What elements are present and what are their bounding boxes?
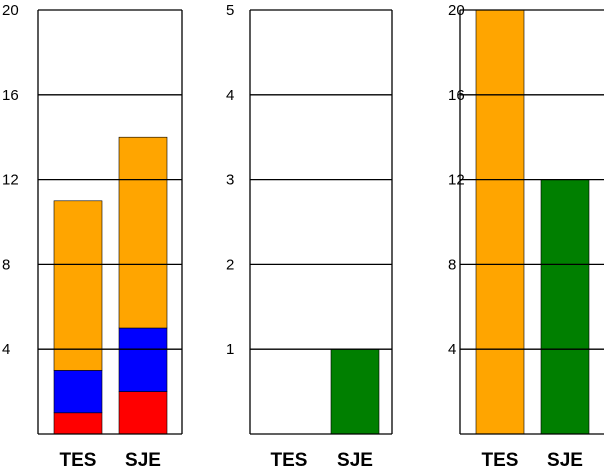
ytick-label-2-chart2: 2 (226, 256, 234, 273)
ytick-label-1-chart2: 1 (226, 341, 234, 358)
category-label-tes-chart2: TES (271, 450, 308, 470)
category-label-sje-chart2: SJE (337, 450, 373, 470)
bar-tes-chart3 (475, 9, 525, 435)
ytick-label-12-chart3: 12 (448, 172, 465, 189)
ytick-label-20-chart3: 20 (448, 2, 465, 19)
ytick-label-5-chart2: 5 (226, 2, 234, 19)
bar-tes-seg2-chart1 (53, 200, 103, 371)
bar-sje-seg2-chart1 (118, 136, 168, 329)
ytick-label-12-chart1: 12 (2, 172, 19, 189)
ytick-label-16-chart3: 16 (448, 87, 465, 104)
bar-tes-seg1-chart1 (53, 370, 103, 414)
category-label-tes-chart3: TES (482, 450, 519, 470)
ytick-label-8-chart1: 8 (2, 256, 10, 273)
category-label-sje-chart3: SJE (547, 450, 583, 470)
category-label-sje-chart1: SJE (125, 450, 161, 470)
ytick-label-20-chart1: 20 (2, 2, 19, 19)
ytick-label-4-chart3: 4 (448, 341, 456, 358)
ytick-label-16-chart1: 16 (2, 87, 19, 104)
bar-sje-seg1-chart1 (118, 327, 168, 392)
bar-sje-chart3 (540, 179, 590, 435)
ytick-label-8-chart3: 8 (448, 256, 456, 273)
ytick-label-4-chart2: 4 (226, 87, 234, 104)
bar-sje-seg0-chart1 (118, 391, 168, 435)
bar-sje-chart2 (330, 348, 380, 435)
bar-tes-seg0-chart1 (53, 412, 103, 435)
category-label-tes-chart1: TES (60, 450, 97, 470)
ytick-label-4-chart1: 4 (2, 341, 10, 358)
ytick-label-3-chart2: 3 (226, 172, 234, 189)
